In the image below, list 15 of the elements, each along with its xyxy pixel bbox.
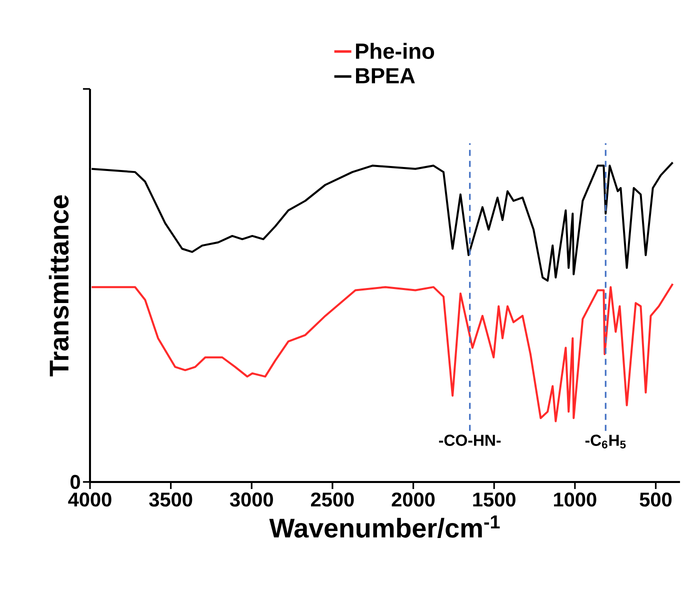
- x-tick-label: 1000: [554, 492, 596, 507]
- x-tick-label: 3500: [149, 492, 192, 507]
- x-tick-label: 4000: [68, 492, 112, 507]
- y-axis-title: Transmittance: [48, 195, 69, 376]
- x-tick-label: 3000: [230, 492, 273, 507]
- x-tick-label: 1500: [473, 492, 516, 507]
- x-tick-label: 500: [640, 492, 672, 507]
- legend-label: Phe-ino: [356, 42, 434, 59]
- text: 0: [70, 474, 80, 490]
- ref-line-label: -C$_{6}$H$_{5}$: [585, 434, 626, 448]
- ref-line-label: -CO-HN-: [439, 434, 501, 446]
- x-tick-label: 2000: [392, 492, 435, 507]
- x-tick-label: 2500: [310, 492, 354, 507]
- x-axis-title: Wavenumber/cm$^{-1}$: [269, 515, 500, 538]
- legend-label: BPEA: [356, 68, 415, 84]
